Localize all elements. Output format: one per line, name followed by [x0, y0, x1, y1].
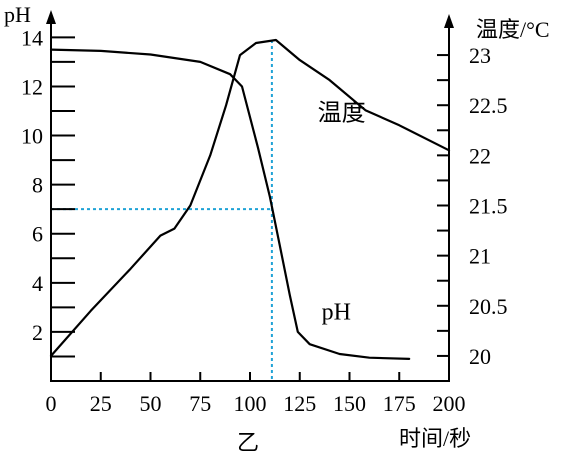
left-y-tick-label: 12 — [21, 74, 43, 99]
axis-titles: pH 温度/°C 时间/秒 乙 — [4, 2, 550, 455]
right-y-tick-label: 20.5 — [469, 294, 508, 319]
series-line-ph — [49, 48, 411, 360]
left-y-tick-label: 2 — [32, 320, 43, 345]
right-y-tick-label: 22.5 — [469, 93, 508, 118]
left-y-axis-title: pH — [4, 2, 31, 27]
reference-lines — [51, 40, 273, 381]
right-y-tick-label: 23 — [469, 43, 491, 68]
series-label-temperature: 温度 — [318, 99, 366, 126]
left-y-ticks: 2 4 6 8 10 12 14 — [21, 25, 75, 358]
right-y-ticks: 20 20.5 21 21.5 22 22.5 23 — [437, 43, 508, 369]
x-tick-label: 150 — [333, 391, 366, 416]
x-tick-label: 0 — [46, 391, 57, 416]
series-label-ph: pH — [322, 300, 351, 326]
x-tick-label: 100 — [234, 391, 267, 416]
left-y-axis-arrow-icon — [46, 10, 56, 24]
series: pH 温度 — [49, 38, 451, 360]
x-ticks: 0 25 50 75 100 125 150 175 200 — [46, 372, 466, 416]
x-tick-label: 75 — [189, 391, 211, 416]
left-y-tick-label: 8 — [32, 173, 43, 198]
right-y-axis-title: 温度/°C — [476, 17, 550, 42]
x-tick-label: 200 — [433, 391, 466, 416]
left-y-tick-label: 14 — [21, 25, 43, 50]
axes — [46, 10, 454, 382]
right-y-tick-label: 21 — [469, 244, 491, 269]
chart-caption: 乙 — [237, 430, 259, 455]
left-y-tick-label: 6 — [32, 222, 43, 247]
x-tick-label: 175 — [383, 391, 416, 416]
x-tick-label: 25 — [90, 391, 112, 416]
right-y-tick-label: 22 — [469, 143, 491, 168]
left-y-tick-label: 4 — [32, 271, 43, 296]
left-y-tick-label: 10 — [21, 124, 43, 149]
right-y-tick-label: 21.5 — [469, 194, 508, 219]
x-tick-label: 125 — [283, 391, 316, 416]
x-axis-title: 时间/秒 — [399, 426, 471, 451]
right-y-tick-label: 20 — [469, 344, 491, 369]
right-y-axis-arrow-icon — [444, 14, 454, 28]
series-line-temperature — [49, 38, 451, 357]
x-tick-label: 50 — [140, 391, 162, 416]
